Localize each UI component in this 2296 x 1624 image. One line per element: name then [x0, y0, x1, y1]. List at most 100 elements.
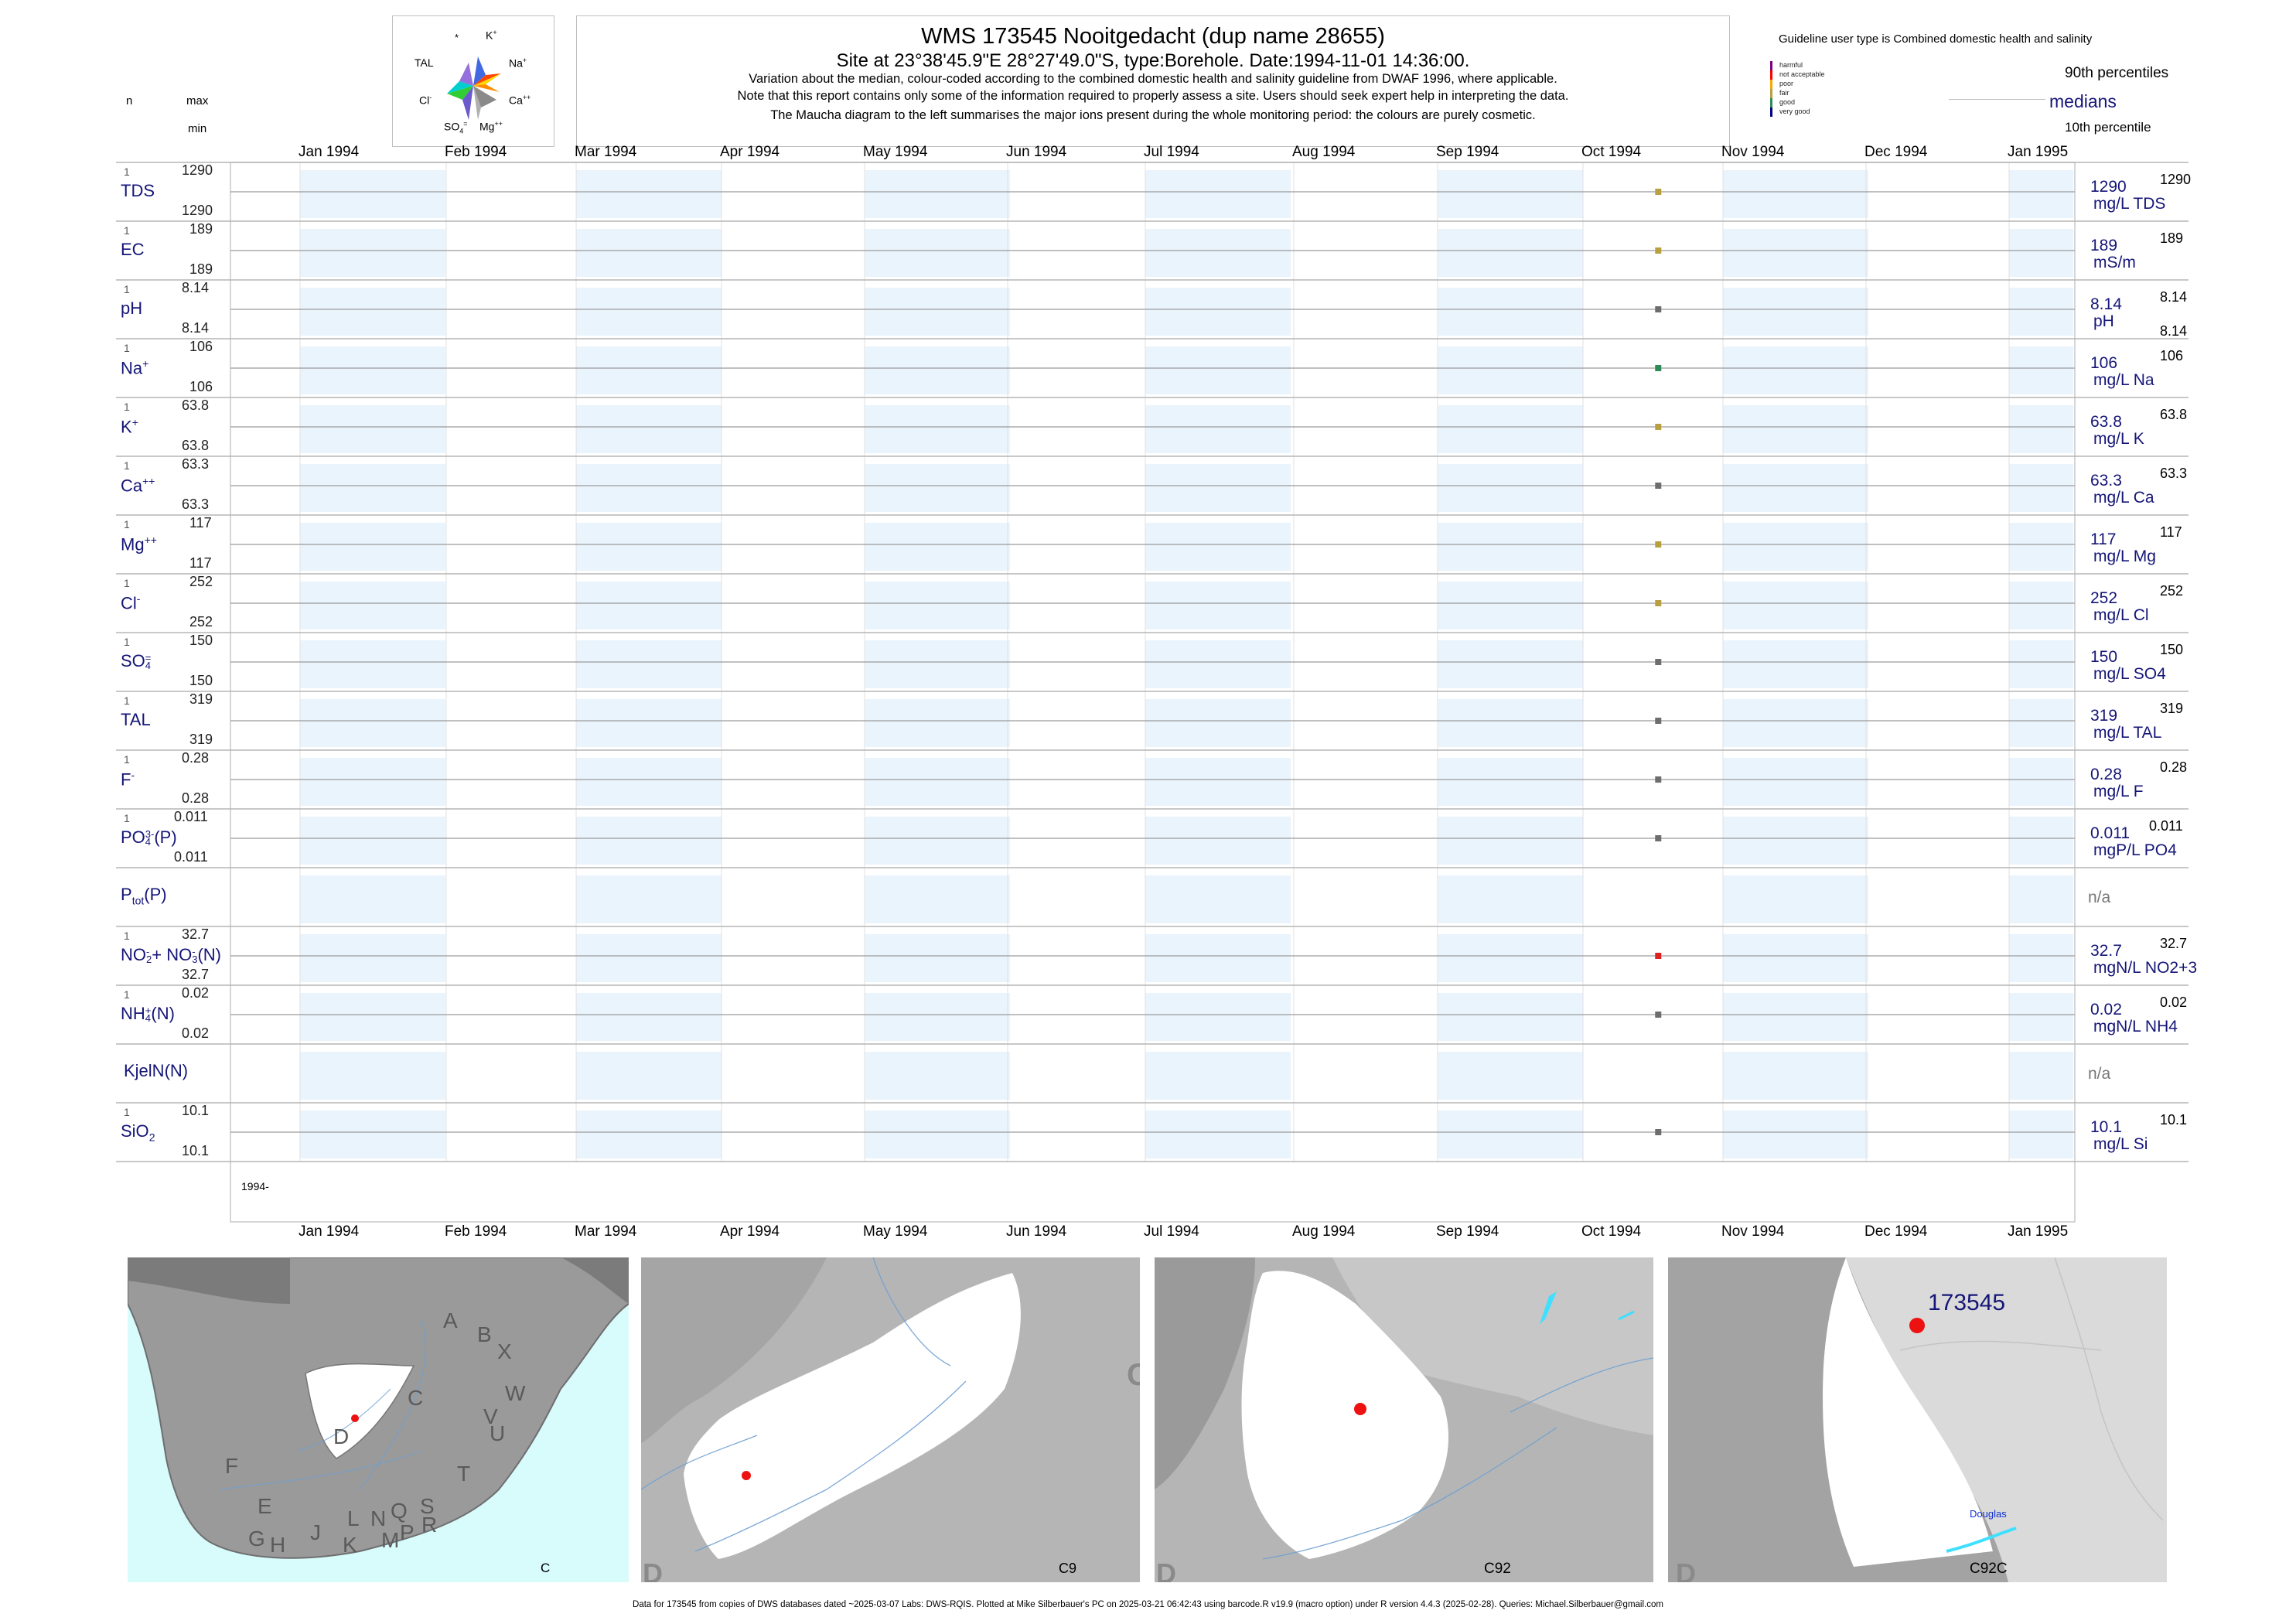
month-band [300, 699, 445, 747]
panel-right-top: 252 [2160, 583, 2184, 599]
x-axis-top-tick-label: Sep 1994 [1436, 144, 1499, 160]
month-band [300, 934, 445, 982]
panel-right-top: 0.28 [2160, 759, 2188, 775]
sample-point [1655, 953, 1662, 959]
region-letter: T [457, 1462, 471, 1486]
month-band [2009, 582, 2073, 629]
month-band [576, 229, 722, 277]
month-band [576, 582, 722, 629]
region-letter: A [443, 1308, 458, 1332]
panel-unit: mg/L Na [2093, 371, 2154, 389]
panel-min: 106 [189, 379, 213, 394]
sample-point [1655, 1012, 1662, 1018]
month-band [576, 288, 722, 336]
guideline-item: good [1779, 98, 1796, 106]
month-band [1145, 523, 1291, 571]
panel-unit: mg/L Cl [2093, 606, 2149, 624]
month-band [1723, 875, 1868, 923]
panel-max: 0.28 [182, 750, 210, 766]
panel-max: 8.14 [182, 280, 210, 295]
guideline-swatch [1770, 107, 1772, 117]
month-band [1145, 582, 1291, 629]
month-band [865, 346, 1010, 394]
map-town-douglas: Douglas [1970, 1508, 2007, 1520]
panel-median: 117 [2090, 531, 2117, 548]
maucha-ca [473, 84, 500, 92]
panel-n: 1 [124, 812, 130, 824]
month-band [1723, 1111, 1868, 1158]
legend-median-line [1949, 99, 2045, 100]
region-letter: Q [391, 1499, 408, 1523]
region-letter: H [270, 1533, 286, 1557]
panel-n: 1 [124, 283, 130, 295]
sample-point [1655, 659, 1662, 665]
month-bands [300, 170, 2073, 1158]
panel-n: 1 [124, 165, 130, 178]
panel-n: 1 [124, 753, 130, 766]
x-axis-bottom-tick-label: Apr 1994 [720, 1223, 780, 1240]
month-band [576, 523, 722, 571]
guideline-swatch [1770, 98, 1772, 107]
panel-min: 0.28 [182, 790, 210, 806]
sample-point [1655, 247, 1662, 254]
month-band [865, 993, 1010, 1041]
month-band [1438, 229, 1583, 277]
region-letter: G [248, 1527, 265, 1551]
panel-n: 1 [124, 224, 130, 237]
panel-label: KjelN(N) [124, 1061, 189, 1080]
month-band [1438, 170, 1583, 218]
panel-unit: mg/L TAL [2093, 724, 2162, 742]
month-band [865, 875, 1010, 923]
x-axis-bottom-tick-label: Jun 1994 [1006, 1223, 1067, 1240]
region-letter: W [505, 1381, 526, 1405]
maucha-cl [447, 86, 473, 100]
map-site-label: 173545 [1928, 1290, 2006, 1315]
panel-median: 0.28 [2090, 766, 2122, 783]
panel-median: 252 [2090, 589, 2118, 607]
guideline-swatch [1770, 80, 1772, 89]
panel-max: 252 [189, 574, 213, 589]
month-band [300, 875, 445, 923]
panel-n: 1 [124, 988, 130, 1001]
x-axis-top-tick-label: Aug 1994 [1292, 144, 1356, 160]
x-axis-top-tick-label: Dec 1994 [1864, 144, 1928, 160]
panel-na: n/a [2088, 889, 2111, 906]
x-axis-top-tick-label: Jun 1994 [1006, 144, 1067, 160]
maucha-k [473, 56, 486, 86]
header-min: min [188, 122, 207, 135]
panel-label: Mg++ [121, 534, 157, 554]
maucha-label-cl: Cl- [419, 94, 432, 107]
month-band [2009, 229, 2073, 277]
month-band [1438, 1052, 1583, 1100]
month-band [2009, 405, 2073, 453]
month-band [576, 993, 722, 1041]
month-band [2009, 288, 2073, 336]
region-letter: V [483, 1404, 498, 1428]
panel-right-top: 0.011 [2149, 818, 2183, 834]
region-letter: N [370, 1506, 387, 1530]
maucha-tal [447, 81, 473, 94]
month-band [1438, 640, 1583, 688]
month-band [300, 288, 445, 336]
panel-right-top: 319 [2160, 701, 2184, 716]
panel-right-top: 189 [2160, 230, 2184, 246]
panel-min: 0.02 [182, 1025, 210, 1041]
panel-n: 1 [124, 636, 130, 648]
month-band [865, 699, 1010, 747]
panel-n: 1 [124, 930, 130, 942]
month-band [865, 170, 1010, 218]
panel-min: 10.1 [182, 1143, 210, 1158]
panel-right-bottom: 8.14 [2160, 323, 2188, 339]
region-letter: X [497, 1339, 512, 1363]
panel-right-top: 32.7 [2160, 936, 2188, 951]
x-axis-bottom-tick-label: May 1994 [863, 1223, 928, 1240]
panel-unit: mgN/L NH4 [2093, 1018, 2178, 1035]
month-band [1723, 1052, 1868, 1100]
month-band [865, 288, 1010, 336]
panel-median: 8.14 [2090, 295, 2122, 313]
map-c9-corner-d: D [643, 1557, 663, 1582]
month-band [1723, 758, 1868, 806]
month-band [1723, 934, 1868, 982]
panel-label: Ca++ [121, 475, 155, 496]
